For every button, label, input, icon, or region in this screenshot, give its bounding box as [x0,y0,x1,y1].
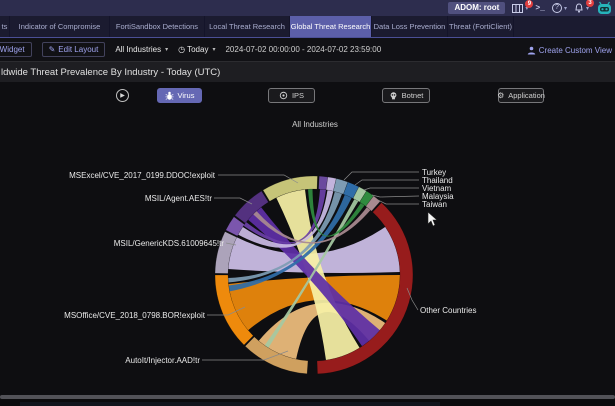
next-widget-hint [20,402,440,406]
cli-console-button[interactable]: >_ [535,4,545,13]
country-label: Malaysia [422,192,454,201]
chart-center-label: All Industries [292,120,338,129]
chord-arc[interactable] [316,202,414,375]
bell-icon [575,2,583,13]
play-rotation-button[interactable]: ▶ [116,89,129,102]
threat-label: AutoIt/Injector.AAD!tr [125,356,200,365]
time-filter-dropdown[interactable]: ◷ Today ▾ [178,45,215,54]
time-filter-value: Today [187,45,209,54]
chord-arc[interactable] [214,274,254,346]
target-icon [279,91,288,100]
threat-label: MSIL/Agent.AES!tr [144,194,212,203]
create-custom-view-button[interactable]: Create Custom View [527,38,612,61]
chevron-down-icon: ▾ [563,5,567,12]
chord-diagram[interactable] [0,82,615,395]
skull-icon [390,91,397,99]
chord-ribbon[interactable] [253,207,371,244]
country-label: Other Countries [420,306,477,315]
help-icon: ? [551,3,562,13]
edit-layout-label: Edit Layout [58,45,99,54]
chord-arc[interactable] [262,175,318,202]
tab-partial[interactable]: ts [0,16,10,37]
application-button-label: Application [508,91,545,100]
country-label: Vietnam [422,184,452,193]
threat-label: MSIL/GenericKDS.61009645!tr [113,239,224,248]
fortiai-assistant-button[interactable] [596,1,613,16]
add-widget-label: d Widget [0,45,25,54]
country-label: Thailand [422,176,453,185]
notifications-button[interactable]: 3 ▾ [574,0,594,14]
module-tab-bar: ts Indicator of Compromise FortiSandbox … [0,16,615,38]
tab-data-loss-prevention[interactable]: Data Loss Prevention [372,16,448,37]
top-bar: ADOM: root 9 ▾ >_ ? ▾ [0,0,615,16]
mouse-cursor [427,211,438,227]
ips-button-label: IPS [291,91,305,100]
virus-filter-button[interactable]: Virus [157,88,202,103]
virus-button-label: Virus [177,91,195,100]
country-label: Taiwan [422,200,447,209]
industry-filter-value: All Industries [115,45,162,54]
country-label: Turkey [422,168,447,177]
notification-badge: 3 [586,0,594,7]
date-range-display: 2024-07-02 00:00:00 - 2024-07-02 23:59:0… [225,45,382,54]
chevron-down-icon: ▾ [525,5,529,12]
person-gear-icon [527,46,535,54]
robot-icon [598,1,611,14]
chord-arc[interactable] [365,195,381,212]
application-filter-button[interactable]: ⚙ Application [497,88,545,103]
adom-selector[interactable]: ADOM: root [448,2,506,14]
chord-ribbon[interactable] [228,226,400,273]
grid-window-icon [512,3,524,13]
chord-ribbon[interactable] [228,275,401,331]
play-icon: ▶ [120,93,125,99]
widget-title: ldwide Threat Prevalence By Industry - T… [1,66,221,78]
task-monitor-button[interactable]: 9 ▾ [512,0,534,13]
gear-icon: ⚙ [497,90,505,100]
chevron-down-icon: ▾ [165,47,169,53]
chord-arc[interactable] [214,231,238,274]
help-menu-button[interactable]: ? ▾ [551,3,567,13]
tab-fortisandbox-detections[interactable]: FortiSandbox Detections [110,16,205,37]
chevron-down-icon: ▾ [585,5,589,12]
botnet-button-label: Botnet [401,91,424,100]
create-custom-view-label: Create Custom View [538,45,612,55]
terminal-icon: >_ [535,3,545,13]
clock-icon: ◷ [178,45,186,54]
tab-local-threat-research[interactable]: Local Threat Research [205,16,290,37]
leader-lines [202,171,420,361]
chord-arc[interactable] [234,190,269,224]
bug-icon [164,91,174,100]
ips-filter-button[interactable]: IPS [268,88,315,103]
dashboard-toolbar: d Widget ✎ Edit Layout All Industries ▾ … [0,38,615,62]
widget-header: ldwide Threat Prevalence By Industry - T… [0,62,615,82]
chord-arc[interactable] [225,216,245,237]
tab-global-threat-research[interactable]: Global Threat Research [290,16,372,37]
edit-layout-button[interactable]: ✎ Edit Layout [41,42,106,57]
panel-divider [0,395,615,399]
industry-filter-dropdown[interactable]: All Industries ▾ [115,45,168,54]
chord-ribbon[interactable] [228,191,342,283]
tab-threat-forticlient[interactable]: Threat (FortiClient) [448,16,514,37]
task-badge: 9 [525,0,534,8]
threat-label: MSExcel/CVE_2017_0199.DDOC!exploit [69,171,215,180]
edit-pencil-icon: ✎ [48,45,56,54]
chevron-down-icon: ▾ [212,47,216,53]
threat-label: MSOffice/CVE_2018_0798.BOR!exploit [64,311,205,320]
tab-indicator-of-compromise[interactable]: Indicator of Compromise [10,16,110,37]
botnet-filter-button[interactable]: Botnet [382,88,430,103]
add-widget-button[interactable]: d Widget [0,42,32,57]
